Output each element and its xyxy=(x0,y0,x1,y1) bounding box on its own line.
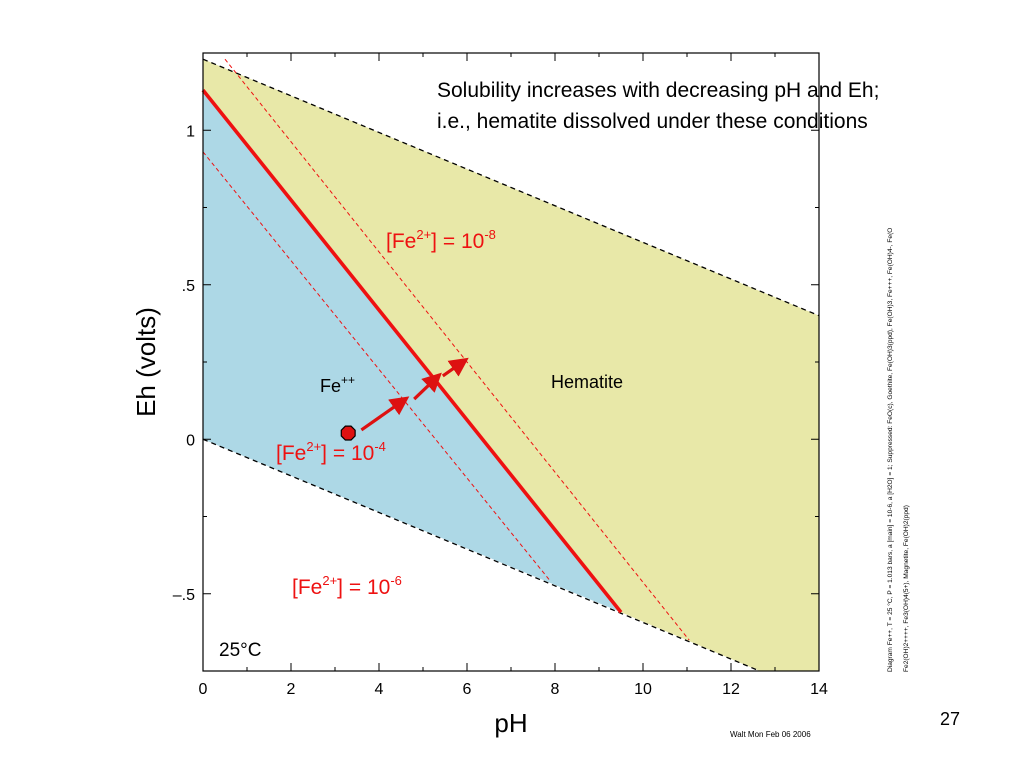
hematite-label: Hematite xyxy=(551,372,623,392)
y-tick-label: 1 xyxy=(186,123,195,140)
fe-region-label: Fe++ xyxy=(320,373,355,396)
x-axis-label: pH xyxy=(494,708,527,738)
x-tick-label: 12 xyxy=(722,681,740,698)
boundary-line-10minus8 xyxy=(224,58,690,641)
footer-credit: Walt Mon Feb 06 2006 xyxy=(730,730,811,739)
solubility-note-line1: Solubility increases with decreasing pH … xyxy=(437,79,879,102)
region-hematite xyxy=(203,59,819,672)
arrows xyxy=(360,357,469,432)
axis-ticks: 0 2 4 6 8 10 12 14 –.5 0 .5 1 xyxy=(173,53,828,698)
boundary-lines xyxy=(201,58,820,672)
solubility-note-line2: i.e., hematite dissolved under these con… xyxy=(437,110,868,133)
diagram-side-note-line1: Diagram Fe++, T = 25 °C, P = 1.013 bars,… xyxy=(886,228,894,672)
water-stability-line-2 xyxy=(202,438,760,672)
y-tick-label: –.5 xyxy=(173,587,195,604)
diagram-side-note-line2: Fe2(OH)2++++, Fe3(OH)4(5+), Magnetite, F… xyxy=(903,505,910,672)
y-axis-label: Eh (volts) xyxy=(131,307,161,417)
x-tick-label: 2 xyxy=(287,681,296,698)
x-tick-label: 8 xyxy=(551,681,560,698)
solubility-arrow-1 xyxy=(360,396,410,432)
x-tick-label: 6 xyxy=(463,681,472,698)
boundary-line-10minus6 xyxy=(201,88,623,614)
solubility-arrow-2 xyxy=(413,372,442,401)
page-number: 27 xyxy=(940,709,960,729)
x-tick-label: 4 xyxy=(375,681,384,698)
x-tick-label: 14 xyxy=(810,681,828,698)
y-tick-label: 0 xyxy=(186,432,195,449)
x-tick-label: 0 xyxy=(199,681,208,698)
conc-label-minus4: [Fe2+] = 10-4 xyxy=(276,439,386,465)
solubility-arrow-3 xyxy=(441,357,469,378)
y-tick-label: .5 xyxy=(182,278,195,295)
x-tick-label: 10 xyxy=(634,681,652,698)
conc-label-minus6: [Fe2+] = 10-6 xyxy=(292,573,402,599)
water-stability-line-1 xyxy=(202,58,820,317)
fe-octagon-marker xyxy=(340,425,356,441)
conc-label-minus8: [Fe2+] = 10-8 xyxy=(386,227,496,253)
fe-marker xyxy=(340,425,356,441)
temperature-label: 25°C xyxy=(219,640,261,661)
boundary-line-10minus4 xyxy=(202,151,551,582)
